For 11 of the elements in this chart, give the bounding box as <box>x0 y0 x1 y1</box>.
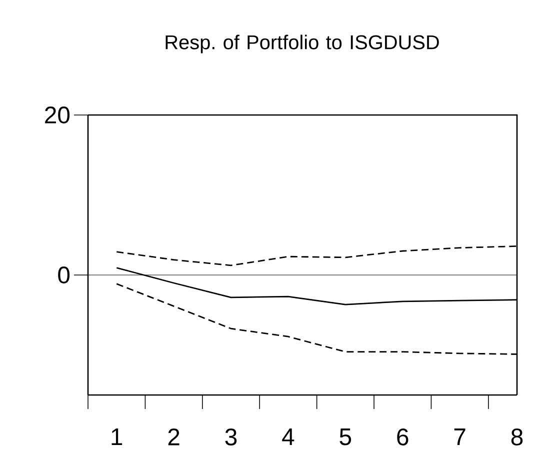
x-tick-label: 4 <box>282 428 294 445</box>
y-tick-label: 20 <box>45 106 70 124</box>
x-tick-label: 5 <box>340 428 352 446</box>
x-tick-label: 3 <box>225 428 237 446</box>
x-tick-label: 6 <box>397 428 408 446</box>
chart-title: Resp. of Portfolio to ISGDUSD <box>166 34 439 54</box>
x-tick-label: 2 <box>168 428 180 446</box>
y-tick-label: 0 <box>58 266 70 284</box>
x-tick-label: 8 <box>511 428 523 446</box>
x-tick-label: 7 <box>454 428 466 445</box>
x-tick-label: 1 <box>112 428 122 445</box>
